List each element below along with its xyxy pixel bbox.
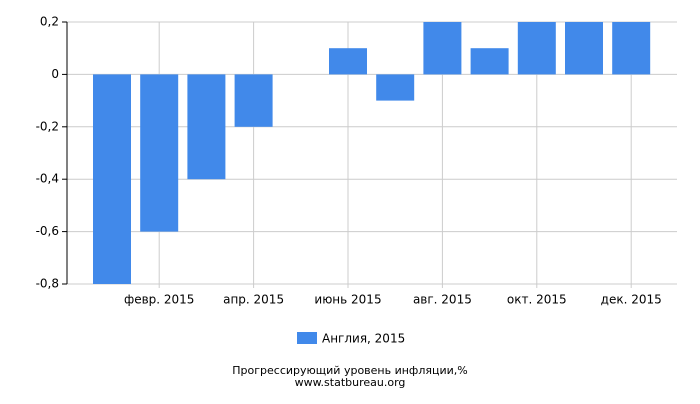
y-tick-label: -0,8	[36, 277, 59, 291]
x-tick-label: февр. 2015	[124, 293, 195, 307]
bar	[517, 22, 556, 75]
bar	[140, 74, 179, 232]
source: www.statbureau.org	[295, 376, 406, 389]
y-tick-label: 0	[51, 67, 59, 81]
legend-swatch	[297, 332, 317, 344]
y-tick-label: -0,6	[36, 224, 59, 238]
bar	[376, 74, 415, 101]
x-tick-label: июнь 2015	[314, 293, 381, 307]
y-tick-label: 0,2	[40, 15, 59, 29]
caption: Прогрессирующий уровень инфляции,%	[232, 364, 467, 377]
bar	[187, 74, 226, 180]
bar	[470, 48, 509, 75]
bar	[234, 74, 273, 127]
legend-label: Англия, 2015	[322, 332, 405, 346]
x-tick-label: апр. 2015	[223, 293, 284, 307]
x-tick-label: авг. 2015	[413, 293, 472, 307]
bar	[423, 22, 462, 75]
y-tick-label: -0,4	[36, 172, 59, 186]
bar	[329, 48, 367, 75]
x-tick-label: окт. 2015	[507, 293, 567, 307]
bar	[565, 22, 603, 75]
bar	[612, 22, 651, 75]
y-tick-label: -0,2	[36, 119, 59, 133]
x-tick-label: дек. 2015	[601, 293, 662, 307]
bar	[93, 74, 131, 285]
